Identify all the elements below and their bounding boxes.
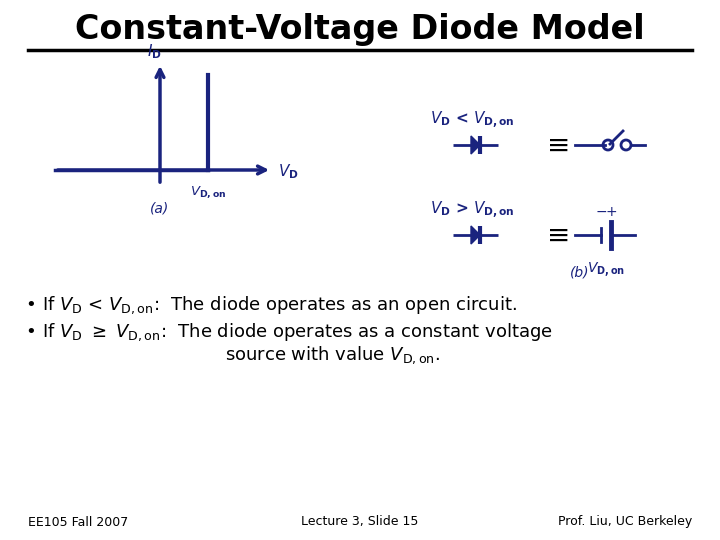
Text: Constant-Voltage Diode Model: Constant-Voltage Diode Model [75,14,645,46]
Text: −: − [595,205,607,219]
Text: Lecture 3, Slide 15: Lecture 3, Slide 15 [301,516,419,529]
Text: EE105 Fall 2007: EE105 Fall 2007 [28,516,128,529]
Text: $\mathit{I}_\mathregular{D}$: $\mathit{I}_\mathregular{D}$ [147,42,161,61]
Polygon shape [471,226,480,244]
Text: $\mathit{V}_\mathregular{D}$ < $\mathit{V}_\mathregular{D,on}$: $\mathit{V}_\mathregular{D}$ < $\mathit{… [430,109,515,131]
Text: If $\mathit{V}_\mathregular{D}$ $\geq$ $\mathit{V}_\mathregular{D,on}$:  The dio: If $\mathit{V}_\mathregular{D}$ $\geq$ $… [42,321,553,343]
Text: •: • [25,296,36,314]
Text: (a): (a) [150,201,170,215]
Text: If $\mathit{V}_\mathregular{D}$ < $\mathit{V}_\mathregular{D,on}$:  The diode op: If $\mathit{V}_\mathregular{D}$ < $\math… [42,294,517,316]
Polygon shape [471,136,480,154]
Text: $\mathit{V}_\mathregular{D}$: $\mathit{V}_\mathregular{D}$ [278,163,299,181]
Text: $\mathit{V}_\mathregular{D,on}$: $\mathit{V}_\mathregular{D,on}$ [587,260,625,279]
Text: source with value $\mathit{V}_\mathregular{D,on}$.: source with value $\mathit{V}_\mathregul… [225,344,440,366]
Text: $\mathit{V}_\mathregular{D}$ > $\mathit{V}_\mathregular{D,on}$: $\mathit{V}_\mathregular{D}$ > $\mathit{… [430,199,515,221]
Text: (b): (b) [570,265,590,279]
Text: +: + [606,205,617,219]
Text: $\mathit{V}_\mathregular{D,on}$: $\mathit{V}_\mathregular{D,on}$ [190,184,226,200]
Text: $\equiv$: $\equiv$ [541,221,569,249]
Text: •: • [25,323,36,341]
Text: Prof. Liu, UC Berkeley: Prof. Liu, UC Berkeley [558,516,692,529]
Text: $\equiv$: $\equiv$ [541,131,569,159]
